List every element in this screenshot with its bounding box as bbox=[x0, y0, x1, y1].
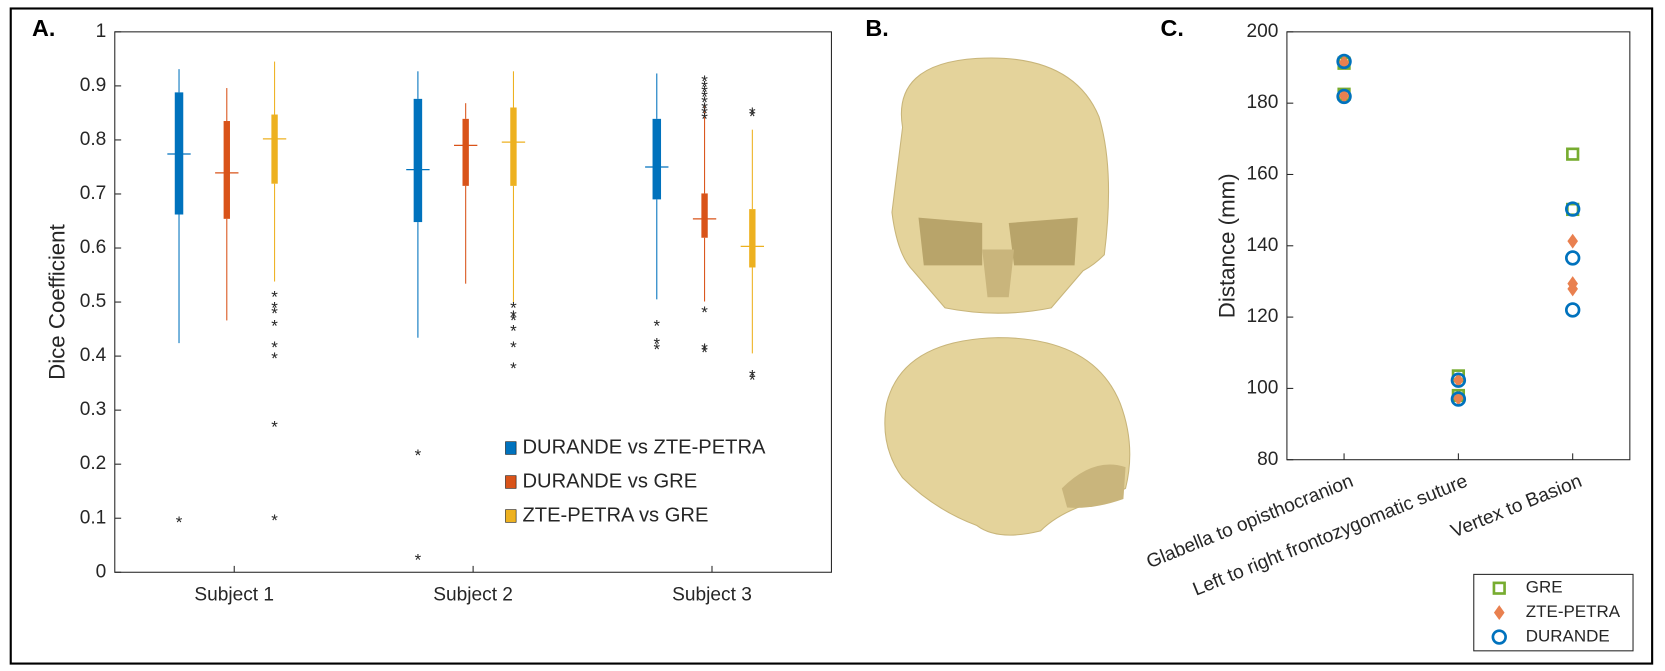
panel-label: B. bbox=[865, 15, 888, 41]
marker-circle bbox=[1491, 629, 1507, 645]
outlier: * bbox=[701, 93, 708, 112]
outlier: * bbox=[701, 99, 708, 118]
outlier: * bbox=[701, 343, 708, 362]
outlier: * bbox=[701, 109, 708, 128]
y-tick-label: 80 bbox=[1257, 449, 1278, 470]
y-tick-label: 0.5 bbox=[80, 291, 107, 312]
skull-front bbox=[891, 57, 1110, 314]
legend-label: GRE bbox=[1526, 578, 1563, 597]
y-tick-label: 0.4 bbox=[80, 345, 107, 366]
y-tick-label: 0.3 bbox=[80, 399, 107, 420]
outlier: * bbox=[415, 446, 422, 465]
outlier: * bbox=[271, 304, 278, 323]
outlier: * bbox=[271, 338, 278, 357]
legend-swatch bbox=[505, 441, 517, 455]
outlier: * bbox=[510, 359, 517, 378]
outlier: * bbox=[701, 303, 708, 322]
marker-diamond bbox=[1567, 233, 1578, 249]
skull-side bbox=[884, 337, 1131, 536]
x-tick-label: Subject 3 bbox=[672, 585, 752, 606]
outlier: * bbox=[653, 340, 660, 359]
legend-label: DURANDE vs GRE bbox=[522, 470, 697, 492]
panel-label: A. bbox=[32, 15, 55, 41]
y-axis-label: Dice Coefficient bbox=[44, 223, 69, 379]
box bbox=[271, 114, 278, 184]
outlier: * bbox=[271, 299, 278, 318]
box bbox=[462, 118, 469, 186]
outlier: * bbox=[701, 77, 708, 96]
marker-diamond bbox=[1493, 605, 1505, 621]
marker-diamond bbox=[1567, 281, 1578, 297]
y-tick-label: 160 bbox=[1247, 164, 1279, 185]
outlier: * bbox=[510, 338, 517, 357]
marker-square bbox=[1566, 147, 1580, 161]
outlier: * bbox=[510, 311, 517, 330]
y-tick-label: 0.1 bbox=[80, 507, 107, 528]
y-tick-label: 0.6 bbox=[80, 237, 107, 258]
legend-label: ZTE-PETRA vs GRE bbox=[522, 504, 708, 526]
outlier: * bbox=[701, 72, 708, 91]
x-tick-label: Vertex to Basion bbox=[1448, 471, 1585, 543]
legend-label: ZTE-PETRA bbox=[1526, 602, 1621, 621]
box bbox=[223, 121, 230, 219]
y-tick-label: 200 bbox=[1247, 21, 1279, 42]
box bbox=[510, 107, 517, 186]
outlier: * bbox=[510, 299, 517, 318]
legend-label: DURANDE vs ZTE-PETRA bbox=[522, 436, 766, 458]
box bbox=[701, 193, 708, 238]
y-tick-label: 0.2 bbox=[80, 453, 107, 474]
x-tick-label: Subject 2 bbox=[433, 585, 513, 606]
marker-square bbox=[1492, 581, 1506, 595]
outlier: * bbox=[271, 349, 278, 368]
marker-circle bbox=[1564, 302, 1581, 318]
legend-swatch bbox=[505, 475, 517, 489]
y-tick-label: 0.8 bbox=[80, 129, 107, 150]
marker-circle bbox=[1564, 250, 1581, 266]
y-tick-label: 0.9 bbox=[80, 75, 107, 96]
y-tick-label: 100 bbox=[1247, 377, 1279, 398]
panel-a: A. 0 0.1 0.2 0.3 0.4 0.5 0.6 0.7 0.8 0.9 1 Dice Coef… bbox=[32, 15, 832, 606]
outlier: * bbox=[271, 417, 278, 436]
outlier: * bbox=[701, 340, 708, 359]
outlier: * bbox=[749, 367, 756, 386]
outlier: * bbox=[510, 307, 517, 326]
box bbox=[413, 98, 423, 223]
y-tick-label: 180 bbox=[1247, 92, 1279, 113]
box bbox=[749, 209, 756, 268]
outlier: * bbox=[701, 88, 708, 107]
y-axis-label: Distance (mm) bbox=[1214, 173, 1239, 318]
y-tick-label: 140 bbox=[1247, 235, 1279, 256]
outlier: * bbox=[271, 511, 278, 530]
outlier: * bbox=[510, 322, 517, 341]
legend-label: DURANDE bbox=[1526, 627, 1610, 646]
legend-swatch bbox=[505, 509, 517, 523]
panel-label: C. bbox=[1161, 15, 1184, 41]
y-tick-label: 120 bbox=[1247, 306, 1279, 327]
marker-circle bbox=[1450, 372, 1467, 388]
outlier: * bbox=[749, 107, 756, 126]
outlier: * bbox=[176, 513, 183, 532]
outlier: * bbox=[415, 550, 422, 569]
outlier: * bbox=[701, 104, 708, 123]
y-tick-label: 1 bbox=[96, 21, 107, 42]
outlier: * bbox=[271, 288, 278, 307]
marker-circle bbox=[1564, 201, 1581, 217]
marker-circle bbox=[1336, 53, 1352, 70]
marker-circle bbox=[1336, 88, 1352, 105]
outlier: * bbox=[701, 82, 708, 101]
figure-frame bbox=[9, 7, 1654, 665]
plot-frame bbox=[114, 31, 832, 573]
y-tick-label: 0.7 bbox=[80, 183, 107, 204]
outlier: * bbox=[271, 316, 278, 335]
y-tick-label: 0 bbox=[96, 561, 107, 582]
outlier: * bbox=[653, 316, 660, 335]
outlier: * bbox=[749, 104, 756, 123]
x-tick-label: Subject 1 bbox=[194, 585, 274, 606]
marker-circle bbox=[1450, 391, 1467, 407]
outlier: * bbox=[653, 335, 660, 354]
outlier: * bbox=[749, 370, 756, 389]
box bbox=[652, 118, 662, 200]
